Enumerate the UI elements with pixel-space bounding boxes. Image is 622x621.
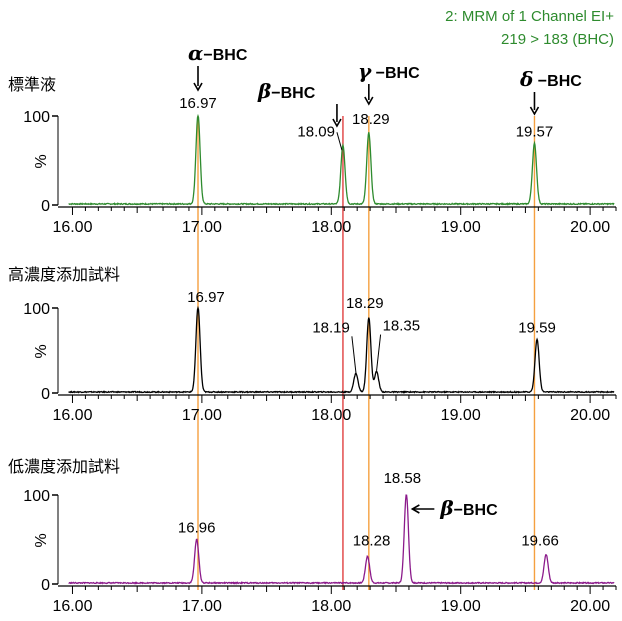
peak-label: 18.19	[312, 319, 350, 336]
x-tick-label: 16.00	[52, 407, 92, 424]
x-tick-label: 19.00	[441, 598, 481, 615]
panel-0: 標準液 100 0% 16.00 17.00 18.00 19.00 20.00 16.97 18…	[8, 75, 617, 236]
y-tick-label: 100	[23, 488, 50, 505]
peak-label: 18.58	[384, 470, 422, 487]
x-tick-label: 20.00	[570, 598, 610, 615]
y-tick-label: 0	[41, 198, 50, 215]
compound-label: δ −BHC	[519, 67, 582, 91]
peak-label: 18.29	[346, 295, 384, 312]
y-tick-label: 100	[23, 109, 50, 126]
vertical-markers	[197, 116, 536, 590]
peak-label: 16.97	[187, 289, 225, 306]
x-tick-label: 17.00	[182, 407, 222, 424]
peak-leader-line	[336, 132, 343, 151]
panel-2: 低濃度添加試料 100 0% 16.00 17.00 18.00 19.00 20.00 16.…	[8, 457, 617, 615]
x-tick-label: 16.00	[52, 219, 92, 236]
annotation-arrow-head	[410, 504, 420, 514]
peak-label: 19.66	[521, 533, 559, 550]
chromatogram-trace	[68, 305, 615, 394]
y-axis-label: %	[33, 344, 50, 358]
x-tick-label: 20.00	[570, 407, 610, 424]
peak-label: 19.57	[516, 123, 554, 140]
sample-name: 標準液	[8, 75, 56, 94]
y-axis-label: %	[33, 533, 50, 547]
x-tick-label: 20.00	[570, 219, 610, 236]
sample-name: 高濃度添加試料	[8, 265, 120, 284]
x-tick-label: 19.00	[441, 407, 481, 424]
compound-arrow-head	[364, 96, 374, 106]
peak-label: 18.35	[383, 318, 421, 335]
peak-leader-line	[376, 334, 382, 371]
peak-leader-line	[351, 336, 357, 373]
x-tick-label: 18.00	[311, 219, 351, 236]
chart-subtitle: 219 > 183 (BHC)	[501, 31, 614, 48]
chromatogram-trace	[68, 494, 615, 585]
chart-title: 2: MRM of 1 Channel EI+	[445, 8, 614, 25]
x-tick-label: 18.00	[311, 598, 351, 615]
peak-label: 16.97	[179, 95, 217, 112]
compound-arrow-head	[332, 118, 342, 128]
compound-label: β−BHC	[257, 79, 316, 103]
peak-label: 18.28	[353, 532, 391, 549]
compound-label: α−BHC	[188, 41, 248, 65]
compound-label: γ −BHC	[358, 59, 420, 83]
x-tick-label: 18.00	[311, 407, 351, 424]
chromatogram-panels: 標準液 100 0% 16.00 17.00 18.00 19.00 20.00 16.97 18…	[8, 75, 617, 615]
x-tick-label: 19.00	[441, 219, 481, 236]
y-tick-label: 100	[23, 301, 50, 318]
x-tick-label: 17.00	[182, 219, 222, 236]
chromatogram-trace	[68, 113, 615, 206]
panel-1: 高濃度添加試料 100 0% 16.00 17.00 18.00 19.00 20.00 16.…	[8, 265, 617, 424]
peak-label: 16.96	[178, 519, 216, 536]
annotation-label: β−BHC	[439, 496, 498, 520]
peak-label: 19.59	[518, 319, 556, 336]
sample-name: 低濃度添加試料	[8, 457, 120, 476]
y-axis-label: %	[33, 154, 50, 168]
compound-arrow-head	[193, 82, 203, 92]
x-tick-label: 17.00	[182, 598, 222, 615]
peak-label: 18.29	[352, 111, 390, 128]
peak-label: 18.09	[297, 123, 335, 140]
y-tick-label: 0	[41, 386, 50, 403]
compound-labels: α−BHC β−BHC γ −BHC δ −BHC β−BHC	[188, 41, 582, 520]
y-tick-label: 0	[41, 577, 50, 594]
compound-arrow-head	[529, 106, 540, 116]
x-tick-label: 16.00	[52, 598, 92, 615]
